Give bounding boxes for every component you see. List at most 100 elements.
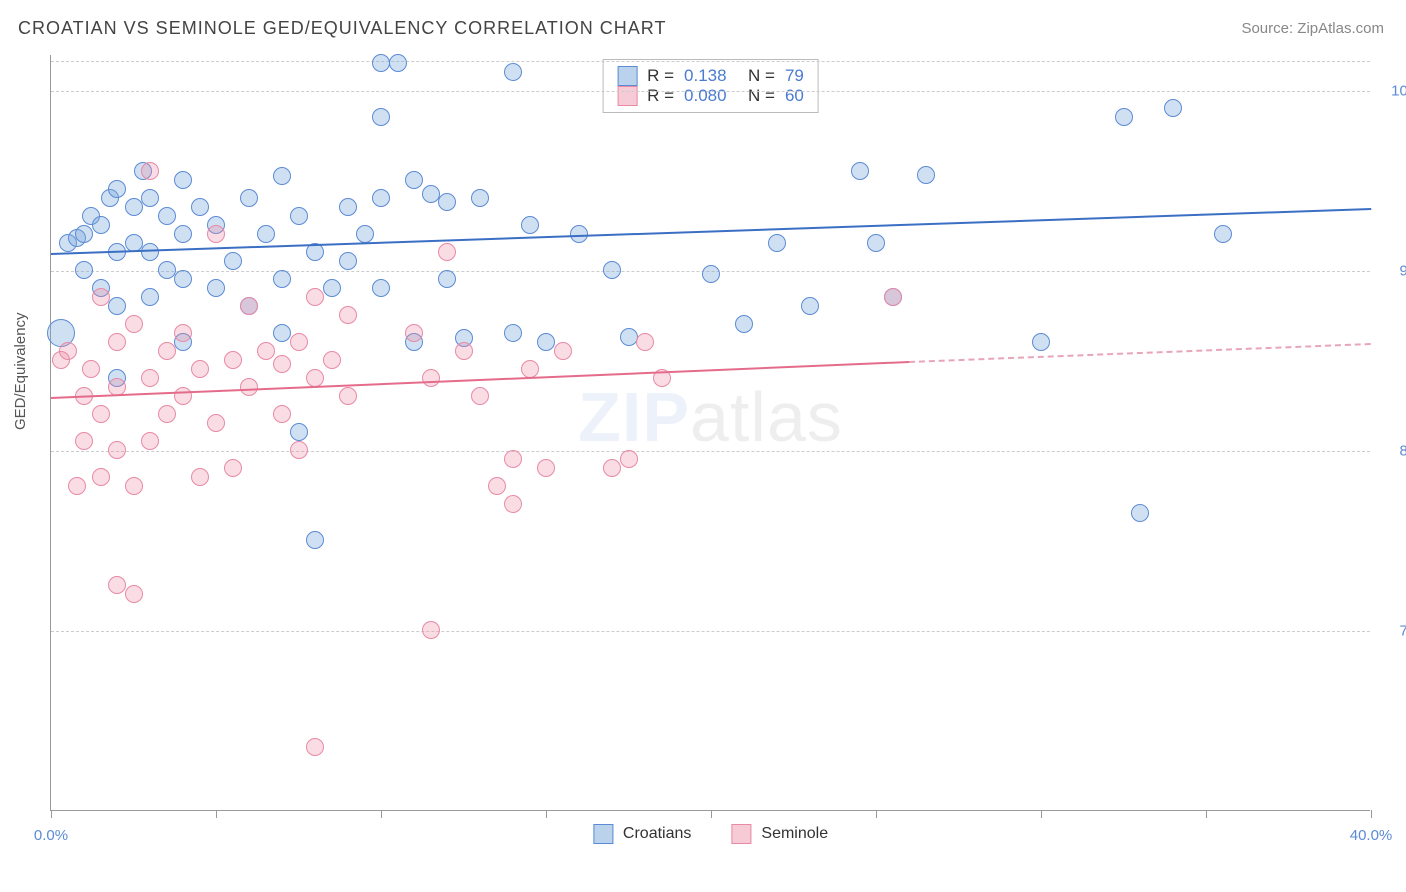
data-point xyxy=(504,495,522,513)
data-point xyxy=(356,225,374,243)
r-value: 0.080 xyxy=(684,86,738,106)
data-point xyxy=(1214,225,1232,243)
data-point xyxy=(620,450,638,468)
data-point xyxy=(636,333,654,351)
data-point xyxy=(92,468,110,486)
data-point xyxy=(141,189,159,207)
data-point xyxy=(422,369,440,387)
data-point xyxy=(554,342,572,360)
data-point xyxy=(257,342,275,360)
data-point xyxy=(125,477,143,495)
data-point xyxy=(92,405,110,423)
data-point xyxy=(257,225,275,243)
n-label: N = xyxy=(748,66,775,86)
data-point xyxy=(75,261,93,279)
data-point xyxy=(174,171,192,189)
data-point xyxy=(224,252,242,270)
gridline xyxy=(51,451,1370,452)
data-point xyxy=(240,378,258,396)
data-point xyxy=(158,261,176,279)
data-point xyxy=(125,315,143,333)
x-tick xyxy=(381,810,382,818)
x-tick xyxy=(1371,810,1372,818)
x-tick xyxy=(51,810,52,818)
data-point xyxy=(125,198,143,216)
legend-item: Croatians xyxy=(593,824,691,844)
data-point xyxy=(455,342,473,360)
x-tick-label: 0.0% xyxy=(34,827,68,844)
data-point xyxy=(191,468,209,486)
x-tick xyxy=(876,810,877,818)
data-point xyxy=(108,297,126,315)
data-point xyxy=(372,108,390,126)
data-point xyxy=(504,63,522,81)
data-point xyxy=(339,387,357,405)
correlation-legend: R =0.138N =79R =0.080N =60 xyxy=(602,59,819,113)
y-tick-label: 70.0% xyxy=(1382,623,1406,640)
data-point xyxy=(405,171,423,189)
n-label: N = xyxy=(748,86,775,106)
data-point xyxy=(884,288,902,306)
r-value: 0.138 xyxy=(684,66,738,86)
scatter-plot: ZIPatlas R =0.138N =79R =0.080N =60 Croa… xyxy=(50,55,1370,811)
trend-line xyxy=(51,208,1371,255)
data-point xyxy=(174,225,192,243)
data-point xyxy=(389,54,407,72)
data-point xyxy=(75,432,93,450)
legend-row: R =0.138N =79 xyxy=(617,66,804,86)
data-point xyxy=(290,423,308,441)
x-tick xyxy=(711,810,712,818)
data-point xyxy=(1164,99,1182,117)
data-point xyxy=(174,324,192,342)
data-point xyxy=(372,189,390,207)
data-point xyxy=(851,162,869,180)
data-point xyxy=(224,351,242,369)
data-point xyxy=(620,328,638,346)
legend-swatch xyxy=(617,86,637,106)
legend-label: Seminole xyxy=(761,825,828,843)
data-point xyxy=(108,441,126,459)
data-point xyxy=(339,198,357,216)
data-point xyxy=(92,216,110,234)
data-point xyxy=(207,279,225,297)
data-point xyxy=(141,243,159,261)
data-point xyxy=(422,185,440,203)
x-tick xyxy=(216,810,217,818)
x-tick-label: 40.0% xyxy=(1350,827,1393,844)
data-point xyxy=(917,166,935,184)
data-point xyxy=(125,585,143,603)
watermark: ZIPatlas xyxy=(578,377,843,457)
data-point xyxy=(801,297,819,315)
data-point xyxy=(306,738,324,756)
y-tick-label: 80.0% xyxy=(1382,443,1406,460)
data-point xyxy=(158,405,176,423)
data-point xyxy=(68,477,86,495)
data-point xyxy=(471,387,489,405)
x-tick xyxy=(1041,810,1042,818)
r-label: R = xyxy=(647,66,674,86)
data-point xyxy=(141,432,159,450)
source-attribution: Source: ZipAtlas.com xyxy=(1241,20,1384,37)
data-point xyxy=(82,360,100,378)
data-point xyxy=(339,252,357,270)
data-point xyxy=(141,288,159,306)
gridline xyxy=(51,91,1370,92)
legend-swatch xyxy=(617,66,637,86)
data-point xyxy=(207,225,225,243)
data-point xyxy=(339,306,357,324)
data-point xyxy=(306,531,324,549)
legend-item: Seminole xyxy=(731,824,828,844)
data-point xyxy=(372,54,390,72)
data-point xyxy=(471,189,489,207)
x-tick xyxy=(546,810,547,818)
data-point xyxy=(768,234,786,252)
data-point xyxy=(75,225,93,243)
data-point xyxy=(191,360,209,378)
data-point xyxy=(521,216,539,234)
data-point xyxy=(735,315,753,333)
data-point xyxy=(323,279,341,297)
y-tick-label: 100.0% xyxy=(1382,83,1406,100)
data-point xyxy=(141,369,159,387)
gridline xyxy=(51,61,1370,62)
x-tick xyxy=(1206,810,1207,818)
